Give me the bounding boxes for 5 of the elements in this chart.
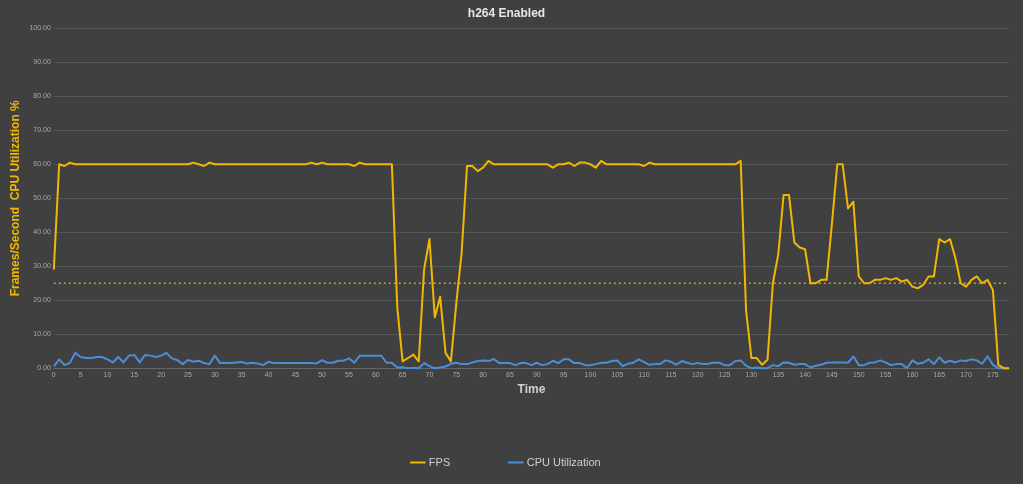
chart-title: h264 Enabled xyxy=(467,5,546,20)
x-axis-title: Time xyxy=(517,382,546,397)
legend-label: FPS xyxy=(428,455,451,468)
legend-label: CPU Utilization xyxy=(526,455,601,468)
y-axis-title: Frames/Second CPU Utilization % xyxy=(7,99,22,297)
